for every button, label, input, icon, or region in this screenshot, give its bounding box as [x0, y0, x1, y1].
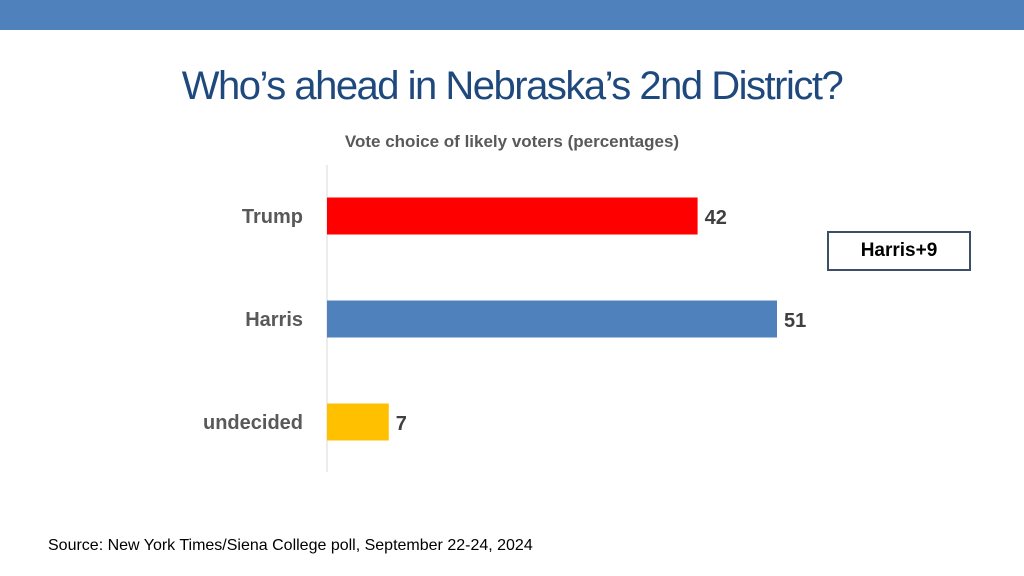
data-label-harris: 51: [784, 310, 806, 332]
data-label-undecided: 7: [396, 413, 407, 435]
data-label-trump: 42: [705, 207, 727, 229]
bar-harris: [327, 300, 777, 338]
margin-callout-box: Harris+9: [827, 231, 971, 271]
category-label-undecided: undecided: [203, 412, 303, 434]
category-label-trump: Trump: [242, 206, 303, 228]
chart-subtitle: Vote choice of likely voters (percentage…: [344, 132, 680, 151]
bar-undecided: [327, 403, 389, 441]
bar-trump: [327, 197, 698, 235]
slide-title: Who’s ahead in Nebraska’s 2nd District?: [181, 64, 844, 108]
category-label-harris: Harris: [245, 309, 303, 331]
source-note: Source: New York Times/Siena College pol…: [48, 537, 533, 554]
top-accent-bar: [0, 0, 1024, 30]
